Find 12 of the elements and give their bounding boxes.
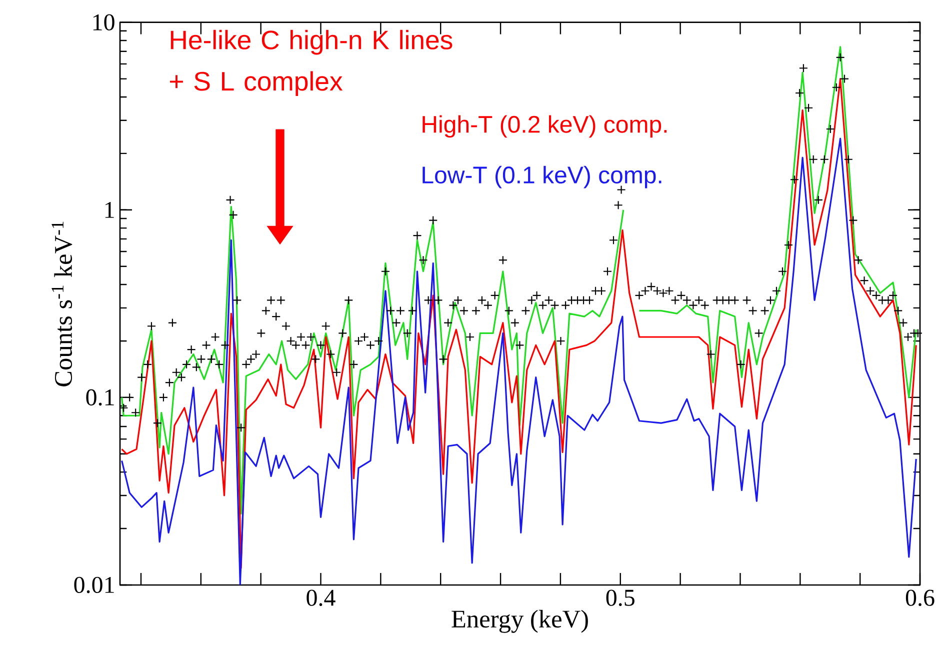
- x-tick-label: 0.6: [906, 590, 934, 606]
- y-tick-label: 0.1: [86, 389, 114, 406]
- text: Low-T (0.1 keV) comp.: [422, 166, 662, 188]
- text: High-T (0.2 keV) comp.: [422, 115, 667, 138]
- x-tick-label: 0.5: [606, 590, 634, 606]
- y-tick-label: 1: [105, 202, 114, 218]
- y-axis-title: Counts s$^{-1}$ keV$^{-1}$: [52, 222, 72, 386]
- y-tick-label: 0.01: [74, 576, 114, 594]
- annotation: He-like C high-n K lines + S L complex: [170, 30, 452, 96]
- x-tick-label: 0.4: [306, 590, 336, 606]
- x-axis-title: Energy (keV): [452, 610, 588, 633]
- y-tick-label: 10: [93, 14, 114, 30]
